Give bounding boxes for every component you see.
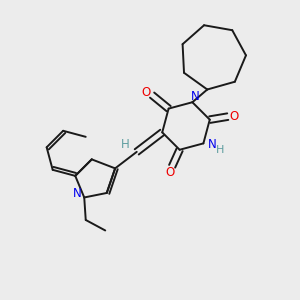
Text: O: O <box>230 110 239 123</box>
Text: N: N <box>207 138 216 152</box>
Text: O: O <box>141 85 150 99</box>
Text: H: H <box>216 145 224 155</box>
Text: O: O <box>165 167 174 179</box>
Text: N: N <box>73 188 82 200</box>
Text: N: N <box>191 90 200 103</box>
Text: H: H <box>121 138 130 151</box>
